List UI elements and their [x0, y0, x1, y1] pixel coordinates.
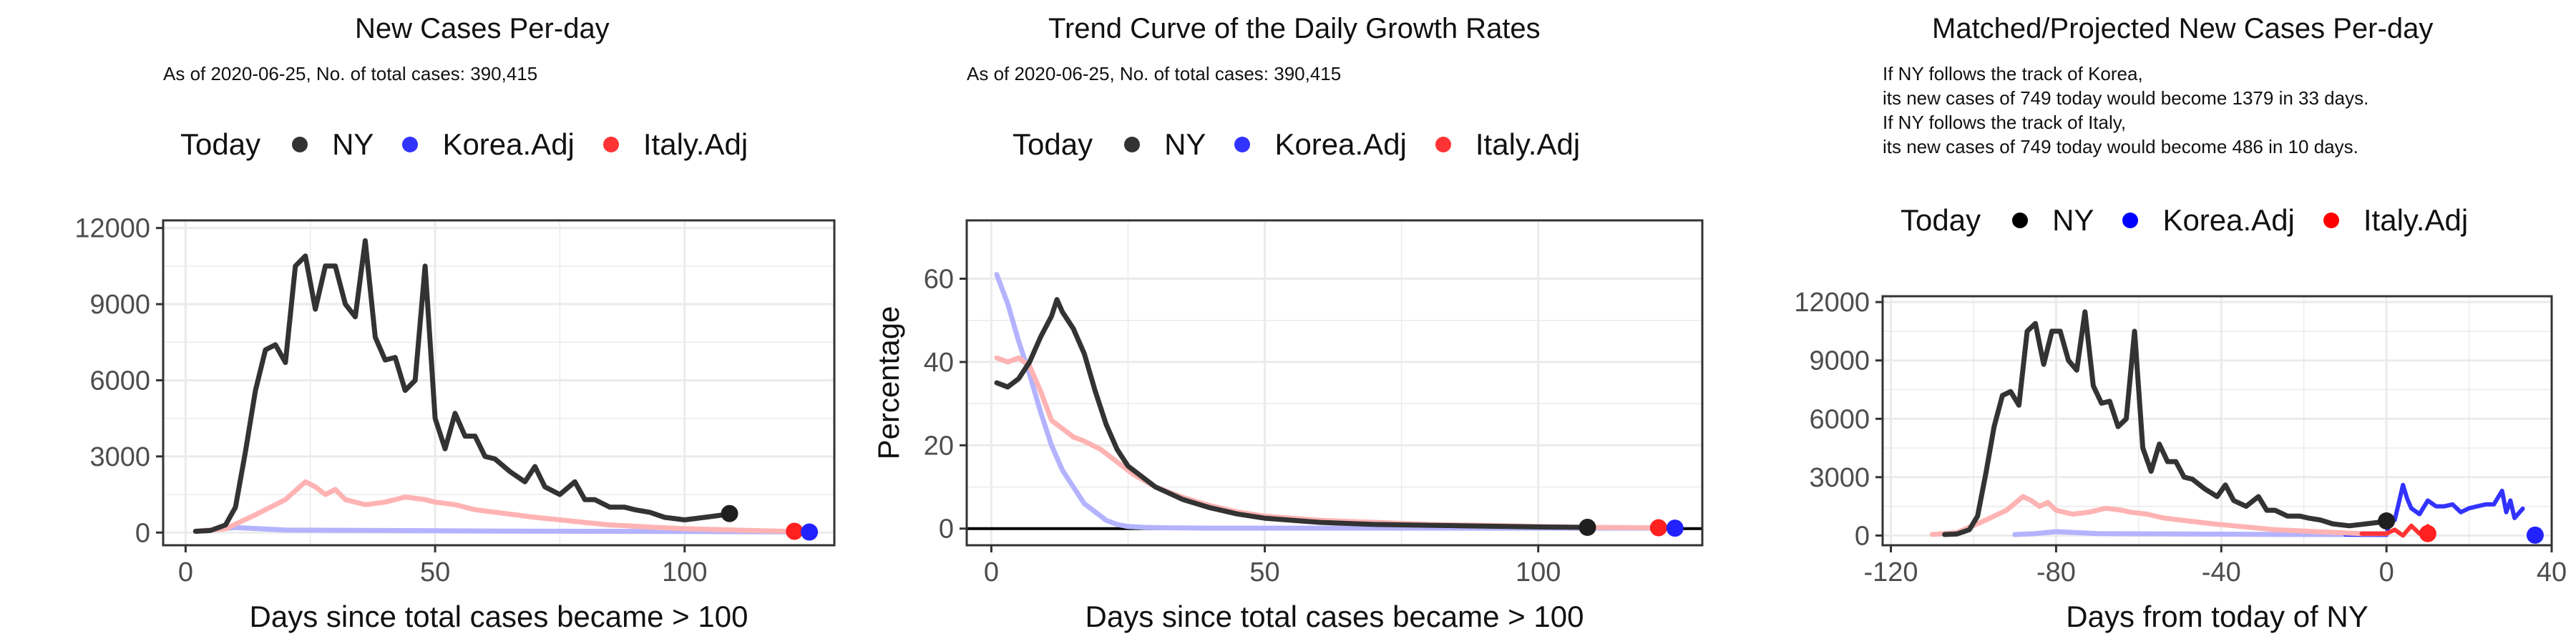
- legend-item-ny: NY: [2012, 203, 2094, 238]
- y-tick-label: 6000: [1809, 404, 1870, 434]
- today-point-ny: [1579, 518, 1596, 536]
- chart-title: New Cases Per-day: [355, 13, 610, 44]
- chart-projected: -120 -80 -40 0 40 0 3000 6000 9000 12000 Days from…: [1794, 288, 2567, 633]
- chart-title: Trend Curve of the Daily Growth Rates: [1048, 13, 1541, 44]
- chart-subtitle: As of 2020-06-25, No. of total cases: 39…: [163, 63, 538, 84]
- x-tick-label: 100: [1516, 557, 1561, 587]
- legend-item-korea: Korea.Adj: [2122, 203, 2295, 238]
- legend-item-italy: Italy.Adj: [602, 127, 748, 162]
- y-tick-label: 40: [924, 348, 954, 378]
- legend-dot-korea: [2122, 213, 2139, 228]
- legend-title: Today: [1013, 127, 1093, 161]
- x-tick-label: -40: [2202, 557, 2241, 587]
- legend-label-korea: Korea.Adj: [1274, 127, 1407, 161]
- legend-dot-korea: [1234, 137, 1251, 152]
- panel-new-cases: New Cases Per-day As of 2020-06-25, No. …: [0, 0, 859, 644]
- panel-projected: Matched/Projected New Cases Per-day If N…: [1717, 0, 2576, 644]
- legend-item-ny: NY: [292, 127, 374, 162]
- y-tick-label: 12000: [1794, 288, 1870, 318]
- legend-label-italy: Italy.Adj: [643, 127, 748, 161]
- legend-item-italy: Italy.Adj: [1435, 127, 1580, 162]
- series-line-ny: [994, 297, 1590, 530]
- x-axis-label: Days from today of NY: [2066, 600, 2368, 633]
- y-tick-label: 3000: [89, 442, 150, 472]
- y-tick-label: 0: [135, 518, 150, 548]
- legend-label-italy: Italy.Adj: [1475, 127, 1581, 161]
- x-axis-label: Days since total cases became > 100: [1085, 600, 1584, 633]
- y-tick-label: 0: [1855, 521, 1870, 551]
- today-point-korea-adj: [2526, 526, 2544, 544]
- today-point-korea-adj: [801, 523, 819, 541]
- y-tick-label: 6000: [89, 366, 150, 396]
- plot-background: [1883, 296, 2552, 545]
- chart-subtitle-line-4: its new cases of 749 today would become …: [1883, 136, 2358, 157]
- y-tick-label: 9000: [1809, 346, 1870, 376]
- plot-border: [162, 219, 836, 547]
- series-line-italy-adj: [1929, 494, 2389, 537]
- today-point-italy-adj: [786, 522, 804, 540]
- x-tick-label: 0: [178, 557, 193, 587]
- y-tick-label: 0: [939, 514, 954, 545]
- legend-item-ny: NY: [1124, 127, 1206, 162]
- x-tick-label: -80: [2036, 557, 2076, 587]
- legend-label-korea: Korea.Adj: [2162, 203, 2295, 237]
- series-line-korea-adj: [994, 272, 1678, 531]
- today-point-ny: [2378, 512, 2396, 530]
- legend-item-korea: Korea.Adj: [1234, 127, 1407, 162]
- y-tick-label: 12000: [74, 214, 150, 244]
- chart-subtitle: As of 2020-06-25, No. of total cases: 39…: [967, 63, 1342, 84]
- x-tick-label: 50: [420, 557, 450, 587]
- x-tick-label: -120: [1864, 557, 1918, 587]
- y-tick-label: 3000: [1809, 463, 1870, 493]
- legend-label-korea: Korea.Adj: [442, 127, 575, 161]
- plot-background: [163, 220, 834, 545]
- legend-title: Today: [180, 127, 261, 161]
- plot-border: [1881, 295, 2553, 547]
- legend-dot-italy: [1435, 137, 1451, 152]
- chart-new-cases: 0 50 100 0 3000 6000 9000 12000 Days since total…: [74, 214, 836, 633]
- plot-background: [967, 220, 1702, 545]
- x-tick-label: 0: [984, 557, 999, 587]
- legend-title: Today: [1901, 203, 1981, 237]
- series-line-ny: [1942, 309, 2389, 537]
- y-tick-label: 20: [924, 431, 954, 461]
- chart-subtitle-line-1: If NY follows the track of Korea,: [1883, 63, 2143, 84]
- legend-item-italy: Italy.Adj: [2323, 203, 2468, 238]
- x-tick-label: 50: [1249, 557, 1279, 587]
- legend-dot-korea: [402, 137, 419, 152]
- legend: Today NY Korea.Adj Italy.Adj: [1901, 203, 2497, 238]
- legend-label-ny: NY: [1164, 127, 1206, 161]
- legend-dot-ny: [292, 137, 308, 152]
- legend-label-italy: Italy.Adj: [2363, 203, 2469, 237]
- chart-subtitle-line-2: its new cases of 749 today would become …: [1883, 87, 2369, 109]
- legend-label-ny: NY: [2052, 203, 2094, 237]
- today-point-korea-adj: [1666, 519, 1684, 537]
- legend-dot-ny: [2012, 213, 2029, 228]
- y-tick-label: 9000: [89, 290, 150, 320]
- legend-item-korea: Korea.Adj: [402, 127, 575, 162]
- x-tick-label: 40: [2537, 557, 2567, 587]
- chart-title: Matched/Projected New Cases Per-day: [1932, 13, 2434, 44]
- today-point-ny: [721, 504, 738, 522]
- plot-border: [965, 219, 1704, 547]
- today-point-italy-adj: [2419, 525, 2436, 542]
- legend: Today NY Korea.Adj Italy.Adj: [1013, 127, 1609, 162]
- legend-dot-italy: [2323, 213, 2339, 228]
- x-axis-label: Days since total cases became > 100: [250, 600, 748, 633]
- panel-growth-rates: Trend Curve of the Daily Growth Rates As…: [859, 0, 1717, 644]
- legend-dot-ny: [1124, 137, 1141, 152]
- series-line-ny: [192, 238, 728, 534]
- chart-subtitle-line-3: If NY follows the track of Italy,: [1883, 112, 2127, 133]
- projection-line-korea-adj: [2343, 482, 2525, 537]
- legend-dot-italy: [602, 137, 619, 152]
- today-point-italy-adj: [1649, 519, 1667, 537]
- legend-label-ny: NY: [332, 127, 374, 161]
- chart-growth-rates: 0 50 100 0 20 40 60 Days since total cases beca…: [872, 219, 1704, 633]
- x-tick-label: 0: [2379, 557, 2394, 587]
- x-tick-label: 100: [662, 557, 707, 587]
- legend: Today NY Korea.Adj Italy.Adj: [180, 127, 776, 162]
- y-axis-label: Percentage: [872, 306, 905, 460]
- y-tick-label: 60: [924, 264, 954, 294]
- series-line-italy-adj: [192, 479, 787, 534]
